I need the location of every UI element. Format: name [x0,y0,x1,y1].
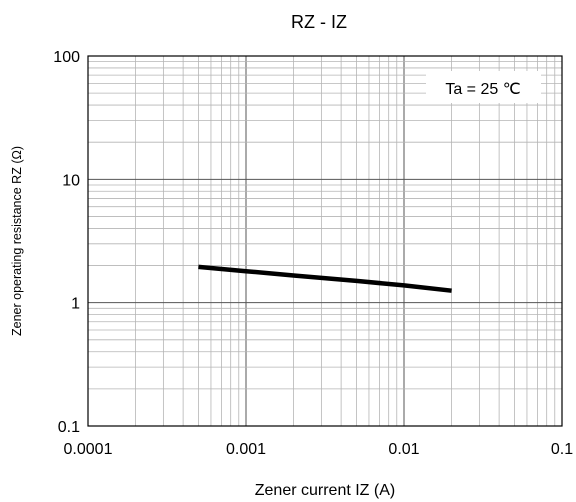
x-tick-label: 0.01 [388,441,419,458]
series-line-1 [198,264,452,293]
annotation-box: Ta = 25 ℃ [426,71,541,103]
y-tick-label: 0.1 [58,419,80,436]
y-axis-label: Zener operating resistance RZ (Ω) [10,146,24,336]
annotation-background [426,71,541,103]
y-tick-labels: 0.1 1 10 100 [53,49,80,436]
x-tick-label: 0.001 [226,441,266,458]
y-tick-label: 1 [71,296,80,313]
x-tick-labels: 0.0001 0.001 0.01 0.1 [64,441,574,458]
x-axis-label: Zener current IZ (A) [255,482,395,499]
annotation-text: Ta = 25 ℃ [445,81,520,98]
grid [88,56,562,426]
x-tick-label: 0.0001 [64,441,113,458]
chart-title: RZ - IZ [291,12,347,32]
y-tick-label: 10 [62,172,80,189]
y-tick-label: 100 [53,49,80,66]
plot-area-border [87,55,563,427]
x-tick-label: 0.1 [551,441,573,458]
series-group [198,264,452,293]
